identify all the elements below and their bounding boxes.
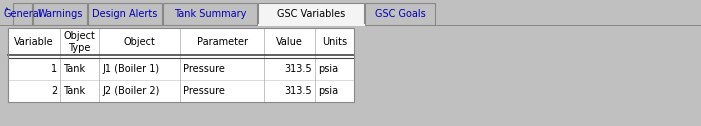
Text: Object
Type: Object Type <box>64 31 95 53</box>
FancyBboxPatch shape <box>365 3 435 25</box>
Text: Units: Units <box>322 37 347 47</box>
Bar <box>8 28 354 102</box>
Text: Pressure: Pressure <box>183 64 225 74</box>
Text: Variable: Variable <box>14 37 54 47</box>
Text: psia: psia <box>318 64 338 74</box>
Text: Warnings: Warnings <box>37 9 83 19</box>
Text: 313.5: 313.5 <box>285 86 312 96</box>
FancyBboxPatch shape <box>33 3 87 25</box>
Text: Parameter: Parameter <box>196 37 247 47</box>
Text: psia: psia <box>318 86 338 96</box>
Text: Tank Summary: Tank Summary <box>174 9 246 19</box>
Text: J2 (Boiler 2): J2 (Boiler 2) <box>102 86 159 96</box>
FancyBboxPatch shape <box>88 3 162 25</box>
Text: Design Alerts: Design Alerts <box>93 9 158 19</box>
Bar <box>8 28 354 102</box>
Bar <box>0 102 701 126</box>
Text: GSC Goals: GSC Goals <box>374 9 426 19</box>
Text: J1 (Boiler 1): J1 (Boiler 1) <box>102 64 159 74</box>
Text: 2: 2 <box>50 86 57 96</box>
Text: Pressure: Pressure <box>183 86 225 96</box>
Bar <box>0 0 701 27</box>
Text: Value: Value <box>276 37 303 47</box>
Text: 1: 1 <box>51 64 57 74</box>
FancyBboxPatch shape <box>163 3 257 25</box>
Text: GSC Variables: GSC Variables <box>277 9 345 19</box>
Text: 313.5: 313.5 <box>285 64 312 74</box>
Text: ˄: ˄ <box>4 8 10 18</box>
Text: Tank: Tank <box>63 64 85 74</box>
Text: Object: Object <box>123 37 156 47</box>
FancyBboxPatch shape <box>258 3 364 25</box>
Text: Tank: Tank <box>63 86 85 96</box>
Text: General: General <box>4 9 42 19</box>
FancyBboxPatch shape <box>13 3 32 25</box>
